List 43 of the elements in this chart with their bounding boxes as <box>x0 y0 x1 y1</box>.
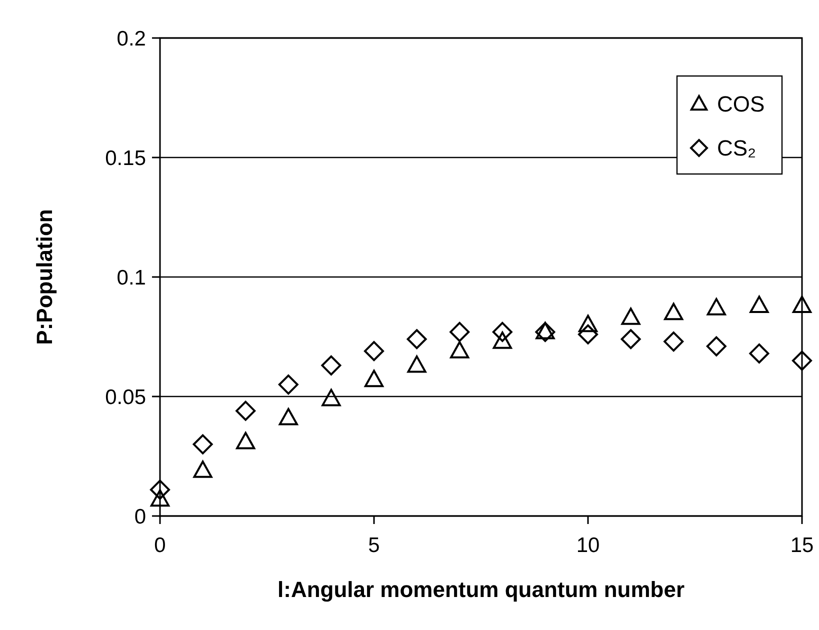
legend-label: COS <box>717 92 765 117</box>
point <box>364 341 384 362</box>
point <box>322 388 341 406</box>
x-tick-label: 0 <box>154 534 166 557</box>
point <box>192 434 213 454</box>
x-tick-label: 5 <box>368 534 380 557</box>
x-tick-label: 15 <box>790 534 814 557</box>
point <box>150 480 170 500</box>
point <box>578 324 598 344</box>
point <box>621 308 640 325</box>
y-tick-label: 0.15 <box>105 146 146 170</box>
point <box>278 374 298 395</box>
x-axis-title: l:Angular momentum quantum number <box>278 577 685 602</box>
point <box>407 355 426 373</box>
point <box>664 302 684 320</box>
point <box>492 322 512 342</box>
point <box>664 332 684 352</box>
y-tick-label: 0.1 <box>116 266 146 290</box>
point <box>450 322 470 342</box>
x-tick-label: 10 <box>576 534 600 557</box>
legend-label: CS₂ <box>717 136 756 161</box>
point <box>236 432 256 450</box>
point <box>193 460 212 478</box>
point <box>236 400 256 421</box>
point <box>792 350 812 371</box>
point <box>406 329 427 350</box>
y-tick-label: 0.2 <box>116 27 146 50</box>
point <box>321 355 342 376</box>
point <box>749 343 770 364</box>
y-tick-label: 0 <box>134 505 146 528</box>
point <box>364 370 384 388</box>
y-axis-title: P:Population <box>32 209 57 345</box>
point <box>278 408 298 426</box>
point <box>792 296 812 313</box>
point <box>150 489 170 507</box>
point <box>450 341 470 358</box>
point <box>706 298 726 316</box>
y-tick-label: 0.05 <box>105 386 146 409</box>
point <box>620 329 641 350</box>
point <box>706 336 726 356</box>
point <box>492 332 512 349</box>
point <box>750 296 769 313</box>
point <box>578 314 598 332</box>
